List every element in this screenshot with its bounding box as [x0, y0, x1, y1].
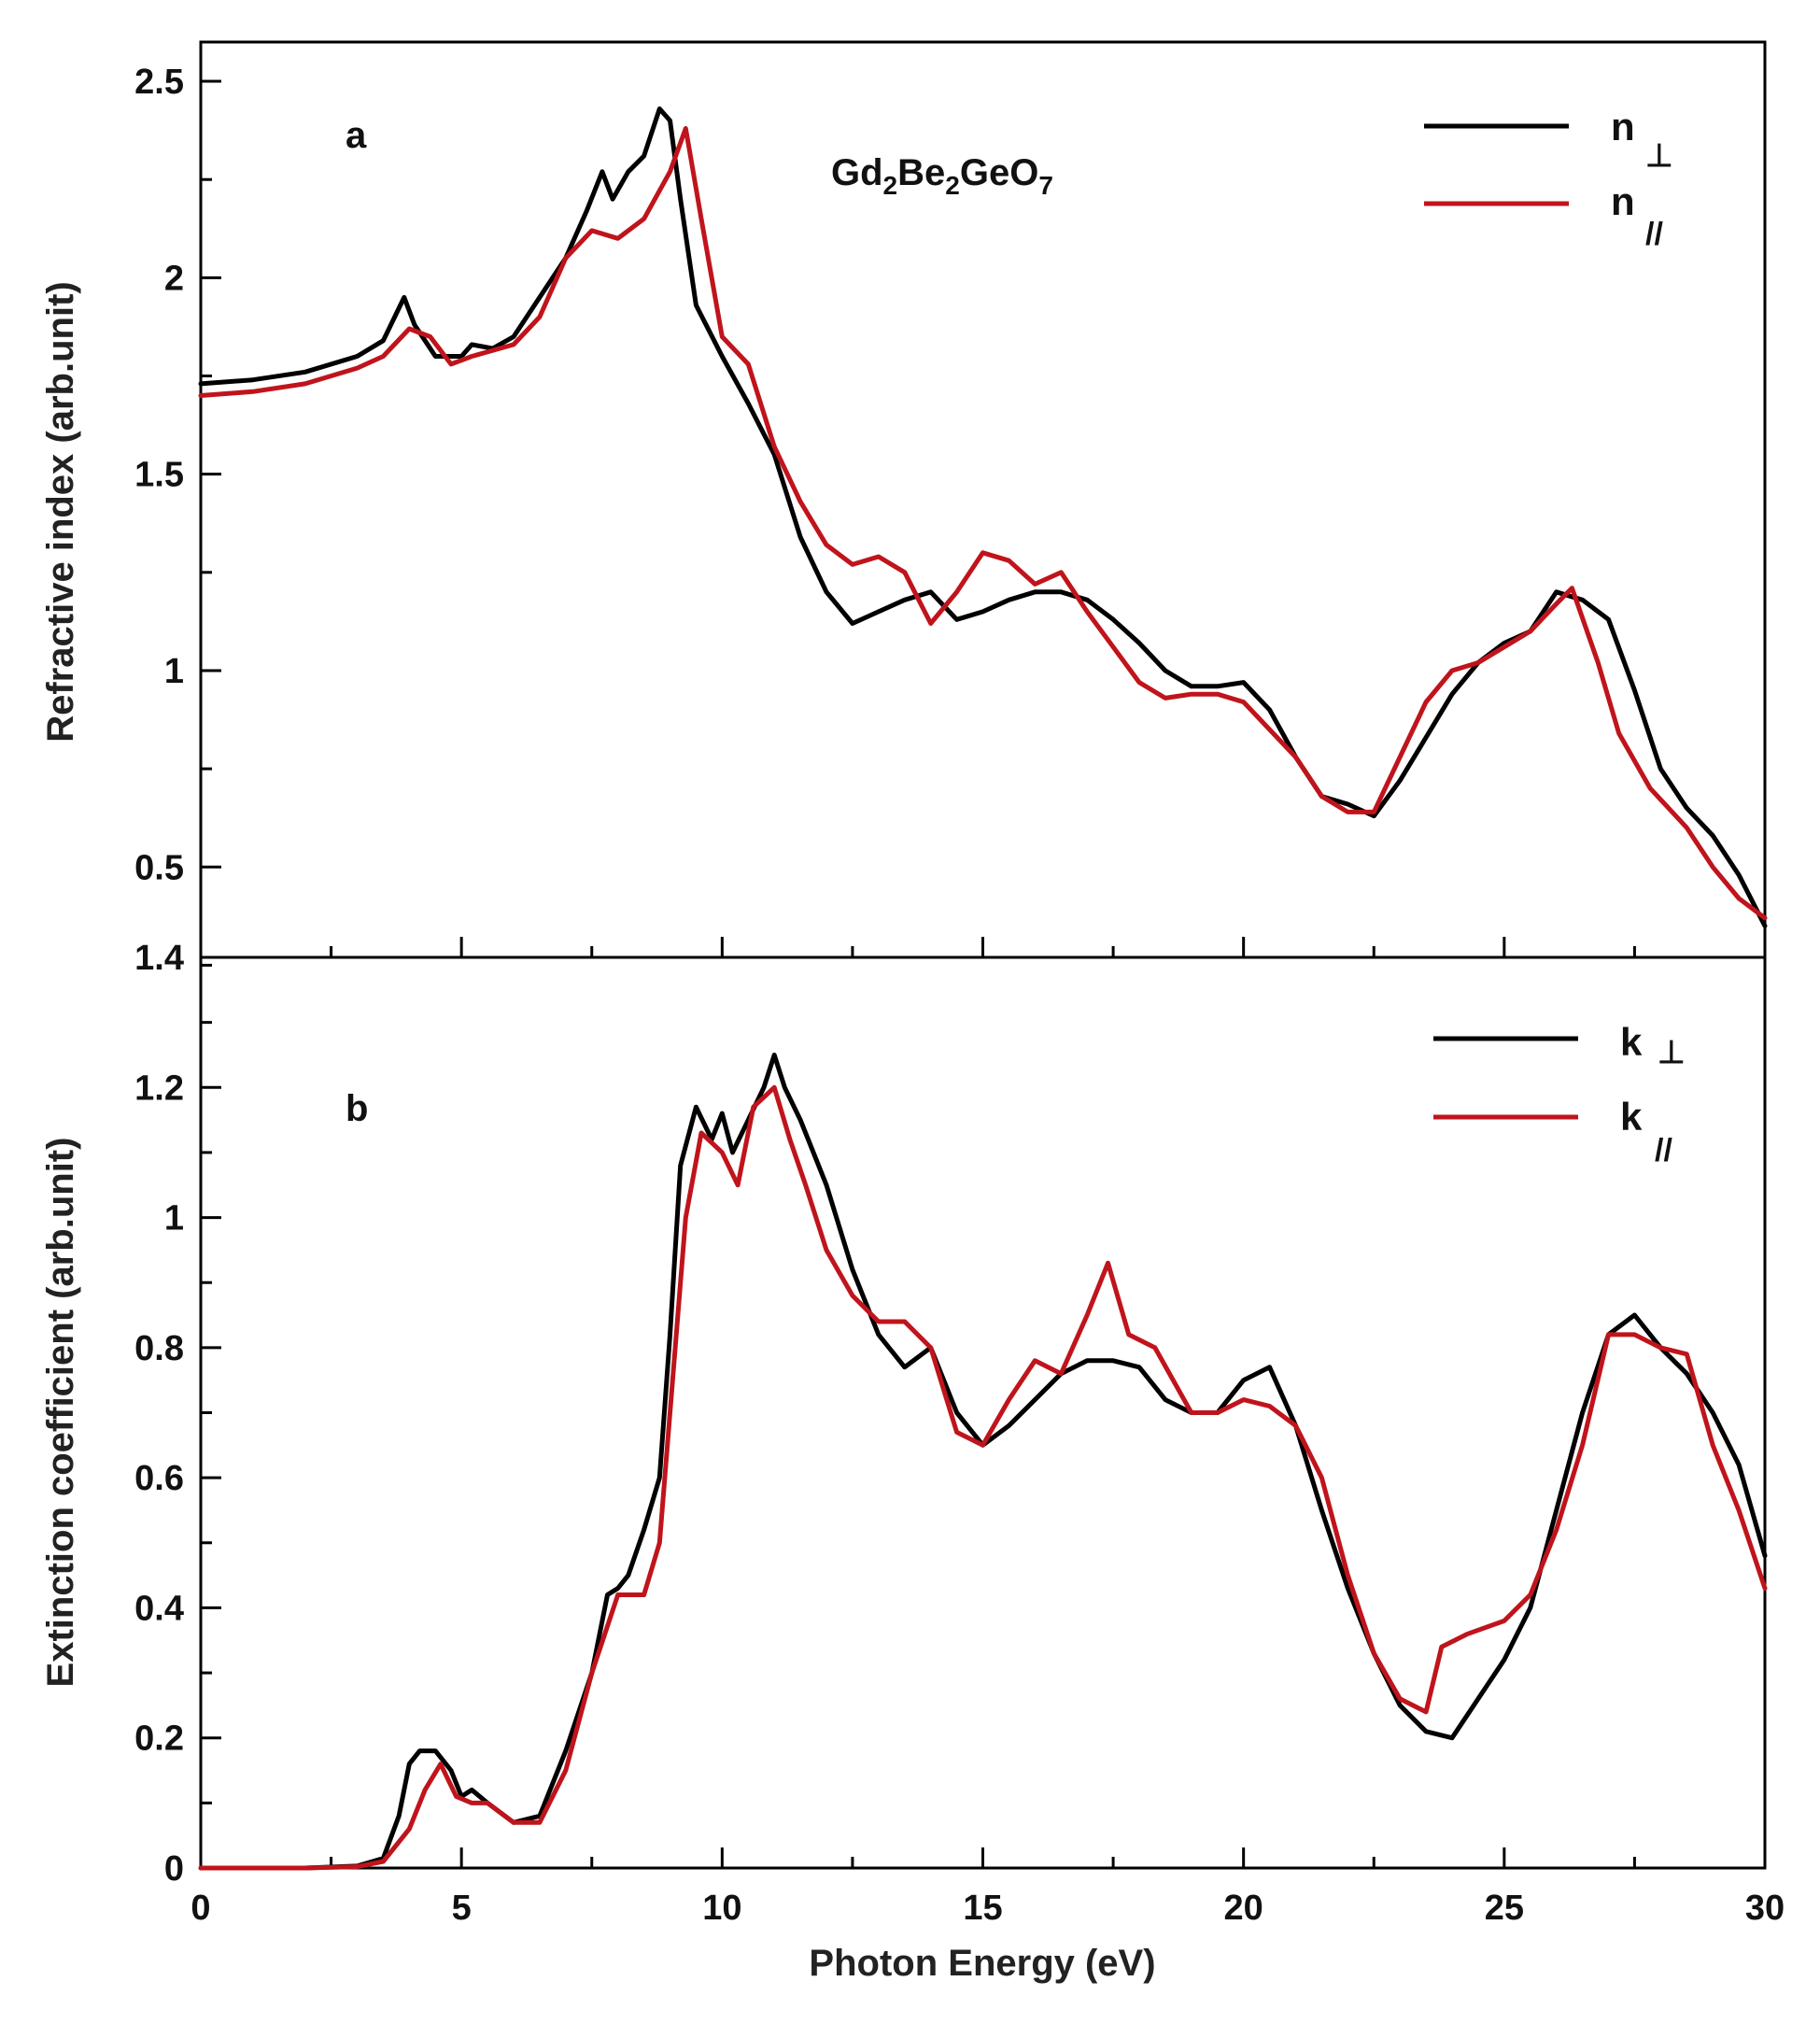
panel-a: 0.5 1 1.5 2 2.5 a Gd2Be2GeO7 n ⊥ n // Refrac…	[40, 40, 1768, 967]
panel-b-label: b	[346, 1088, 368, 1129]
panel-a-ticks: 0.5 1 1.5 2 2.5	[134, 63, 1767, 967]
panel-a-legend: n ⊥ n //	[1424, 105, 1673, 252]
panel-b-ytick-label: 0.6	[134, 1459, 184, 1498]
xtick-label: 25	[1485, 1889, 1524, 1928]
series-line-a-1	[198, 126, 1768, 921]
panel-a-lines	[198, 106, 1768, 928]
legend-label-n-perp: n	[1611, 105, 1635, 149]
panel-b-legend: k ⊥ k //	[1433, 1020, 1686, 1168]
series-line-b-1	[198, 1084, 1768, 1871]
compound-formula: Gd2Be2GeO7	[831, 152, 1053, 200]
xtick-label: 15	[963, 1889, 1002, 1928]
x-axis-title: Photon Energy (eV)	[809, 1943, 1155, 1984]
legend-sub-n-par: //	[1645, 217, 1663, 252]
panel-b-y-axis-title: Extinction coefficient (arb.unit)	[40, 1138, 81, 1688]
legend-label-k-perp: k	[1620, 1020, 1643, 1064]
panel-b-ytick-label: 0.2	[134, 1720, 184, 1759]
panel-b-ytick-label: 0	[164, 1849, 184, 1889]
panel-a-ytick-label: 1	[164, 652, 184, 691]
series-line-a-0	[198, 106, 1768, 928]
xtick-label: 30	[1745, 1889, 1785, 1928]
panel-b: 0 0.2 0.4 0.6 0.8 1 1.2 1.4 0 5 10 15 20 25 30 b k ⊥ k…	[40, 939, 1785, 1984]
xtick-label: 20	[1224, 1889, 1263, 1928]
legend-sub-k-par: //	[1655, 1133, 1672, 1168]
panel-b-ytick-label: 0.4	[134, 1589, 184, 1628]
xtick-label: 5	[452, 1889, 472, 1928]
panel-b-lines	[198, 1053, 1768, 1871]
panel-a-label: a	[346, 115, 367, 156]
xtick-label: 0	[190, 1889, 210, 1928]
panel-a-ytick-label: 1.5	[134, 456, 184, 495]
panel-b-ytick-label: 1.2	[134, 1069, 184, 1108]
panel-b-frame	[199, 955, 1767, 1870]
legend-label-k-par: k	[1620, 1095, 1643, 1139]
panel-b-ytick-label: 1	[164, 1199, 184, 1238]
panel-a-ytick-label: 2	[164, 259, 184, 298]
legend-sub-k-perp: ⊥	[1658, 1035, 1686, 1070]
legend-label-n-par: n	[1611, 179, 1635, 223]
series-line-b-0	[198, 1053, 1768, 1871]
panel-b-ytick-label: 0.8	[134, 1329, 184, 1368]
legend-sub-n-perp: ⊥	[1645, 138, 1673, 174]
xtick-label: 10	[702, 1889, 741, 1928]
panel-b-ticks: 0 0.2 0.4 0.6 0.8 1 1.2 1.4 0 5 10 15 20 25 30	[134, 939, 1785, 1928]
panel-a-y-axis-title: Refractive index (arb.unit)	[40, 281, 81, 742]
panel-a-ytick-label: 2.5	[134, 63, 184, 102]
panel-a-ytick-label: 0.5	[134, 848, 184, 887]
panel-b-ytick-label: 1.4	[134, 939, 184, 978]
